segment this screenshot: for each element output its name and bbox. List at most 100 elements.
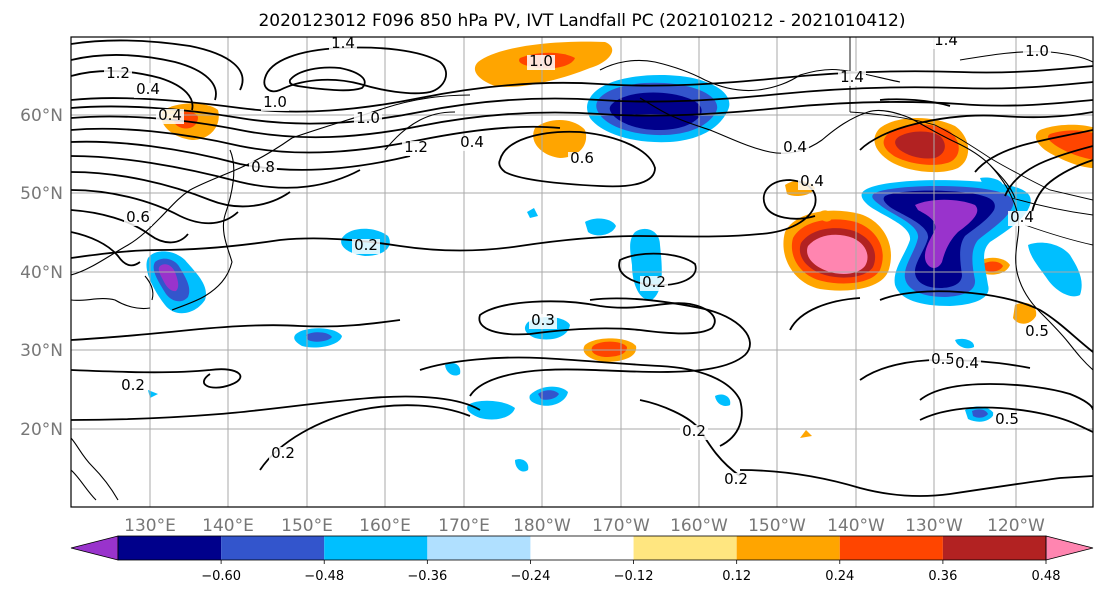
- colorbar-label: −0.24: [511, 569, 551, 584]
- lon-tick-label: 140°E: [202, 516, 254, 536]
- colorbar-segment: [942, 536, 1046, 560]
- contour-label: 0.2: [121, 376, 145, 394]
- negative-anomaly-8-core: [972, 409, 988, 418]
- lon-tick-label: 130°W: [905, 516, 963, 536]
- contour-labels: 1.4 1.2 1.0 1.4 1.0 0.8 0.6 1.2 1.0 0.4 0.6 0.4 0.4 1…: [104, 34, 1051, 488]
- colorbar-segment: [324, 536, 428, 560]
- contour-label-bg: [261, 96, 289, 111]
- latitude-tick-labels: 60°N 50°N 40°N 30°N 20°N: [20, 106, 63, 440]
- negative-anomaly-13: [715, 394, 731, 406]
- contour-label-bg: [781, 141, 809, 156]
- negative-anomaly-5: [585, 218, 616, 236]
- lat-tick-label: 30°N: [20, 341, 63, 361]
- colorbar-segment: [839, 536, 943, 560]
- negative-anomaly-9: [515, 459, 529, 472]
- contour-label: 0.4: [158, 106, 182, 124]
- contour-label-bg: [993, 413, 1021, 428]
- negative-anomaly-2-core: [306, 332, 332, 342]
- colorbar-segment: [530, 536, 634, 560]
- colorbar-frame: [117, 535, 1047, 561]
- contour-label-bg: [1008, 211, 1036, 226]
- colorbar: −0.60 −0.48 −0.36 −0.24 −0.12 0.12 0.24 0.36 0.4…: [70, 535, 1094, 584]
- lat-tick-label: 60°N: [20, 106, 63, 126]
- chart-title: 2020123012 F096 850 hPa PV, IVT Landfall…: [258, 11, 905, 31]
- contour-label-bg: [402, 141, 430, 156]
- colorbar-label: 0.48: [1032, 569, 1061, 584]
- contour-label: 0.6: [126, 208, 150, 226]
- lon-tick-label: 150°E: [281, 516, 333, 536]
- contour-label: 1.0: [529, 52, 553, 70]
- contour-label-bg: [798, 175, 826, 190]
- contour-label: 1.4: [331, 34, 355, 52]
- contour-label-bg: [568, 152, 596, 167]
- map-area: 1.4 1.2 1.0 1.4 1.0 0.8 0.6 1.2 1.0 0.4 0.6 0.4 0.4 1…: [71, 34, 1093, 507]
- contour-label-bg: [929, 353, 957, 368]
- longitude-tick-labels: 130°E 140°E 150°E 160°E 170°E 180°W 170°W 160°W…: [124, 516, 1045, 536]
- map-frame: [70, 36, 1094, 508]
- contour-label-bg: [269, 447, 297, 462]
- colorbar-segment: [633, 536, 737, 560]
- contour-label: 0.4: [460, 133, 484, 151]
- contour-label: 1.0: [1025, 42, 1049, 60]
- negative-anomaly-6: [467, 400, 515, 420]
- contour-label: 0.2: [354, 236, 378, 254]
- contour-label-bg: [249, 161, 277, 176]
- contour-label-bg: [680, 425, 708, 440]
- colorbar-label: 0.36: [928, 569, 957, 584]
- contour-label: 1.0: [356, 109, 380, 127]
- contour-label: 0.2: [642, 273, 666, 291]
- negative-anomaly-15: [980, 177, 1004, 190]
- contour-label: 0.4: [136, 80, 160, 98]
- contour-label-bg: [1023, 325, 1051, 340]
- lat-tick-label: 20°N: [20, 420, 63, 440]
- negative-anomaly-10: [445, 362, 461, 376]
- political-borders: [849, 37, 1093, 246]
- contour-label: 0.5: [995, 410, 1019, 428]
- lon-tick-label: 130°E: [124, 516, 176, 536]
- contour-label-bg: [329, 37, 357, 52]
- colorbar-label: 0.12: [722, 569, 751, 584]
- contour-label-bg: [529, 314, 557, 329]
- contour-label: 1.2: [404, 138, 428, 156]
- lon-tick-label: 120°W: [987, 516, 1045, 536]
- colorbar-extend-max: [1045, 535, 1094, 561]
- contour-label-bg: [953, 357, 981, 372]
- contour-label: 0.2: [271, 444, 295, 462]
- lon-tick-label: 140°W: [827, 516, 885, 536]
- colorbar-label: −0.60: [201, 569, 241, 584]
- contour-label: 0.6: [570, 149, 594, 167]
- colorbar-label: −0.12: [614, 569, 654, 584]
- contour-label-bg: [134, 83, 162, 98]
- contour-label-bg: [354, 112, 382, 127]
- contour-label-bg: [527, 55, 555, 70]
- contour-label-bg: [156, 109, 184, 124]
- colorbar-label: −0.48: [304, 569, 344, 584]
- contour-label: 0.3: [531, 311, 555, 329]
- contour-label-bg: [124, 211, 152, 226]
- positive-anomaly-sm-3: [1013, 302, 1037, 324]
- negative-anomaly-7-core: [538, 390, 559, 400]
- colorbar-label: 0.24: [825, 569, 854, 584]
- contour-label-bg: [119, 379, 147, 394]
- contour-label-bg: [640, 276, 668, 291]
- contour-label: 0.4: [800, 172, 824, 190]
- contour-label-bg: [352, 239, 380, 254]
- contour-label: 1.2: [106, 64, 130, 82]
- colorbar-label: −0.36: [407, 569, 447, 584]
- contour-label-bg: [932, 37, 960, 49]
- lon-tick-label: 180°W: [513, 516, 571, 536]
- contour-label: 0.4: [1010, 208, 1034, 226]
- contour-label: 0.5: [931, 350, 955, 368]
- lon-tick-label: 150°W: [748, 516, 806, 536]
- lon-tick-label: 170°E: [438, 516, 490, 536]
- contour-label-bg: [1023, 45, 1051, 60]
- contour-label: 0.5: [1025, 322, 1049, 340]
- negative-anomaly-14: [527, 208, 538, 218]
- negative-anomaly-12: [955, 338, 975, 349]
- colorbar-segment: [736, 536, 840, 560]
- positive-anomaly-ne-pacific: [783, 210, 891, 291]
- negative-anomaly-japan-sea: [146, 251, 206, 314]
- lon-tick-label: 160°W: [670, 516, 728, 536]
- colorbar-segment: [221, 536, 325, 560]
